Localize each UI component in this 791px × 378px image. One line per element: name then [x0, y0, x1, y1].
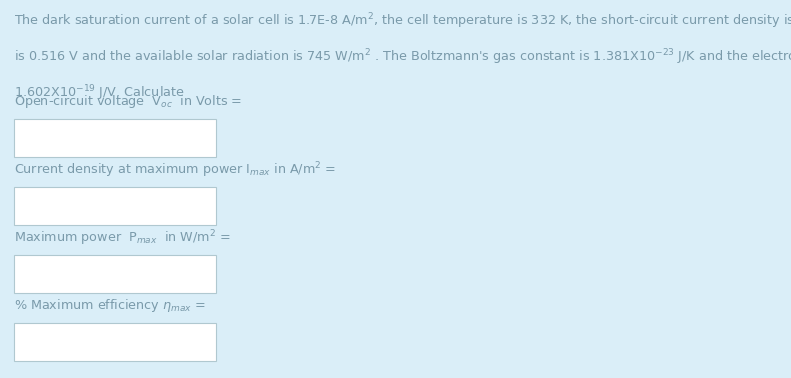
FancyBboxPatch shape: [14, 255, 216, 293]
Text: Maximum power  P$_{max}$  in W/m$^2$ =: Maximum power P$_{max}$ in W/m$^2$ =: [14, 229, 231, 248]
FancyBboxPatch shape: [14, 119, 216, 157]
Text: is 0.516 V and the available solar radiation is 745 W/m$^2$ . The Boltzmann's ga: is 0.516 V and the available solar radia…: [14, 47, 791, 67]
Text: The dark saturation current of a solar cell is 1.7E-8 A/m$^2$, the cell temperat: The dark saturation current of a solar c…: [14, 11, 791, 31]
Text: Current density at maximum power I$_{max}$ in A/m$^2$ =: Current density at maximum power I$_{max…: [14, 161, 336, 180]
FancyBboxPatch shape: [14, 187, 216, 225]
Text: Open-circuit voltage  V$_{oc}$  in Volts =: Open-circuit voltage V$_{oc}$ in Volts =: [14, 93, 243, 110]
FancyBboxPatch shape: [14, 323, 216, 361]
Text: 1.602X10$^{-19}$ J/V. Calculate: 1.602X10$^{-19}$ J/V. Calculate: [14, 83, 185, 103]
Text: % Maximum efficiency $\eta_{max}$ =: % Maximum efficiency $\eta_{max}$ =: [14, 297, 206, 314]
